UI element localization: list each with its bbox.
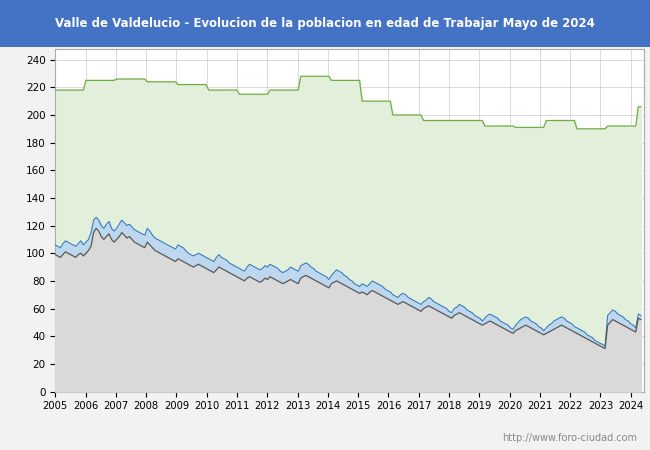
Text: http://www.foro-ciudad.com: http://www.foro-ciudad.com — [502, 433, 637, 443]
Text: FORO-CIUDAD.COM: FORO-CIUDAD.COM — [183, 206, 515, 234]
Text: Valle de Valdelucio - Evolucion de la poblacion en edad de Trabajar Mayo de 2024: Valle de Valdelucio - Evolucion de la po… — [55, 17, 595, 30]
